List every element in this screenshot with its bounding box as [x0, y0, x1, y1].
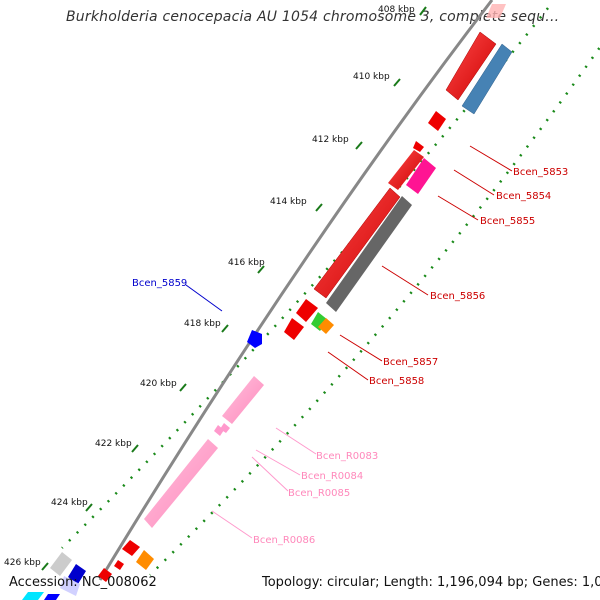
gene-label-bcen-5859[interactable]: Bcen_5859: [132, 278, 187, 289]
rrna-feature-a[interactable]: [222, 376, 264, 424]
tick-label-408: 408 kbp: [378, 5, 415, 15]
cyan-feature-bottom[interactable]: [22, 592, 44, 600]
cds-feature-bottom-b[interactable]: [114, 560, 124, 570]
cds-feature-large-top[interactable]: [445, 31, 497, 101]
tick-mark: [221, 324, 229, 333]
rrna-feature-arrow-b[interactable]: [220, 423, 230, 433]
blue-feature-bottom[interactable]: [68, 564, 86, 584]
tick-label-416: 416 kbp: [228, 258, 265, 268]
tick-marks: [41, 6, 427, 571]
genome-summary: Topology: circular; Length: 1,196,094 bp…: [262, 575, 600, 590]
cds-feature-tiny[interactable]: [413, 141, 424, 152]
leader-line-5856: [381, 265, 429, 296]
steelblue-feature[interactable]: [461, 43, 513, 115]
sequence-backbone: [98, 0, 494, 581]
cds-feature-short-a[interactable]: [296, 299, 318, 322]
green-feature[interactable]: [311, 312, 328, 331]
gene-label-bcen-r0084[interactable]: Bcen_R0084: [301, 471, 363, 482]
lavender-feature-bottom[interactable]: [60, 576, 80, 596]
blue-feature[interactable]: [247, 330, 262, 348]
cds-feature-bottom-a[interactable]: [122, 540, 140, 556]
gc-content-track-inner: [149, 44, 600, 576]
cds-feature-short-b[interactable]: [284, 318, 304, 340]
tick-label-426: 426 kbp: [4, 558, 41, 568]
tick-mark: [257, 265, 265, 274]
blue-feature-edge[interactable]: [44, 594, 60, 600]
leader-line-5858: [327, 351, 369, 381]
cds-feature-long[interactable]: [313, 187, 401, 299]
tick-label-412: 412 kbp: [312, 135, 349, 145]
tick-mark: [41, 562, 49, 571]
gc-content-track-outer: [61, 7, 549, 549]
tick-mark: [315, 203, 323, 212]
tick-label-414: 414 kbp: [270, 197, 307, 207]
gray-feature-long[interactable]: [326, 196, 412, 312]
leader-lines: [185, 145, 513, 539]
leader-line-r0085: [251, 456, 289, 492]
tick-mark: [85, 503, 93, 512]
tick-mark: [393, 78, 401, 87]
tick-mark: [179, 383, 187, 392]
leader-line-5859: [185, 284, 223, 312]
rrna-feature-arrow-a[interactable]: [214, 425, 224, 436]
leader-line-5857: [339, 334, 383, 362]
tick-mark: [131, 444, 139, 453]
tick-label-418: 418 kbp: [184, 319, 221, 329]
leader-line-5854: [453, 169, 495, 196]
leader-line-r0084: [255, 449, 301, 476]
gray-feature-bottom[interactable]: [50, 552, 72, 576]
gene-label-bcen-5858[interactable]: Bcen_5858: [369, 376, 424, 387]
accession-label: Accession: NC_008062: [9, 575, 157, 590]
gene-label-bcen-5856[interactable]: Bcen_5856: [430, 291, 485, 302]
cds-feature-small[interactable]: [428, 111, 446, 131]
tick-mark: [419, 6, 427, 16]
leader-line-r0083: [275, 427, 317, 455]
cds-feature-mid[interactable]: [388, 150, 424, 190]
tick-label-410: 410 kbp: [353, 72, 390, 82]
orange-feature-bottom[interactable]: [136, 550, 154, 570]
rrna-feature-long[interactable]: [144, 439, 218, 528]
leader-line-5853: [469, 145, 513, 172]
gene-label-bcen-5855[interactable]: Bcen_5855: [480, 216, 535, 227]
tick-label-422: 422 kbp: [95, 439, 132, 449]
feature-top-faded[interactable]: [486, 4, 506, 18]
cds-feature-bottom-c[interactable]: [98, 568, 112, 582]
orange-feature[interactable]: [318, 318, 334, 334]
gene-label-bcen-r0085[interactable]: Bcen_R0085: [288, 488, 350, 499]
tick-label-420: 420 kbp: [140, 379, 177, 389]
magenta-feature[interactable]: [406, 158, 436, 194]
gene-label-bcen-5853[interactable]: Bcen_5853: [513, 167, 568, 178]
gene-label-bcen-r0086[interactable]: Bcen_R0086: [253, 535, 315, 546]
map-title: Burkholderia cenocepacia AU 1054 chromos…: [66, 9, 560, 25]
leader-line-5855: [437, 195, 479, 221]
gene-label-bcen-r0083[interactable]: Bcen_R0083: [316, 451, 378, 462]
gene-label-bcen-5854[interactable]: Bcen_5854: [496, 191, 551, 202]
gene-label-bcen-5857[interactable]: Bcen_5857: [383, 357, 438, 368]
tick-mark: [355, 141, 363, 150]
leader-line-r0086: [211, 510, 253, 539]
tick-label-424: 424 kbp: [51, 498, 88, 508]
